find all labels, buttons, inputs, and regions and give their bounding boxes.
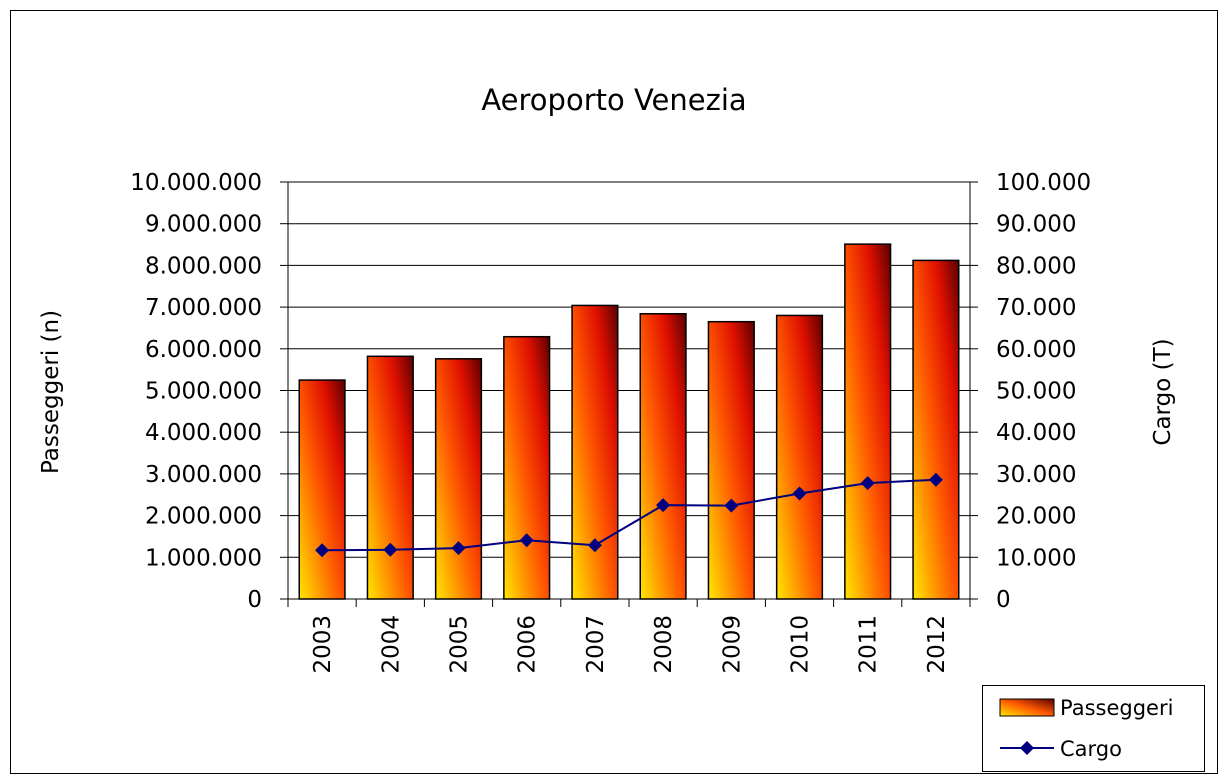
y-tick-label-left: 0 xyxy=(247,587,262,613)
bar-passeggeri xyxy=(775,314,824,600)
bar-passeggeri xyxy=(503,335,551,600)
y-tick-label-right: 90.000 xyxy=(996,212,1076,238)
y-tick-label-right: 0 xyxy=(996,587,1011,613)
y-tick-label-left: 2.000.000 xyxy=(145,504,262,530)
y-axis-title-left: Passeggeri (n) xyxy=(38,310,64,474)
bar-passeggeri xyxy=(639,313,687,600)
y-tick-label-right: 30.000 xyxy=(996,462,1076,488)
y-axis-title-right: Cargo (T) xyxy=(1150,338,1176,445)
x-tick-label: 2009 xyxy=(719,615,745,674)
marker-cargo xyxy=(860,476,875,491)
axes xyxy=(280,181,978,607)
x-tick-label: 2003 xyxy=(310,615,336,674)
bar-passeggeri xyxy=(912,259,960,600)
y-tick-label-right: 40.000 xyxy=(996,420,1076,446)
legend-label-passeggeri: Passeggeri xyxy=(1060,696,1173,720)
y-tick-label-right: 70.000 xyxy=(996,295,1076,321)
bar-passeggeri xyxy=(707,320,755,600)
y-tick-label-left: 9.000.000 xyxy=(145,212,262,238)
line-series-cargo xyxy=(315,472,943,558)
y-tick-label-right: 20.000 xyxy=(996,504,1076,530)
x-tick-label: 2011 xyxy=(856,615,882,674)
marker-cargo xyxy=(519,533,534,548)
marker-cargo xyxy=(587,538,602,553)
legend-swatch-passeggeri xyxy=(999,698,1055,717)
x-tick-label: 2006 xyxy=(515,615,541,674)
x-tick-label: 2008 xyxy=(651,615,677,674)
y-tick-label-left: 10.000.000 xyxy=(130,170,262,196)
y-tick-label-left: 4.000.000 xyxy=(145,420,262,446)
y-tick-label-left: 3.000.000 xyxy=(145,462,262,488)
line-cargo xyxy=(322,478,936,552)
y-tick-label-left: 1.000.000 xyxy=(145,545,262,571)
y-tick-label-left: 7.000.000 xyxy=(145,295,262,321)
y-tick-label-left: 5.000.000 xyxy=(145,379,262,405)
chart-title: Aeroporto Venezia xyxy=(481,83,746,117)
y-tick-label-left: 8.000.000 xyxy=(145,253,262,279)
y-tick-label-right: 100.000 xyxy=(996,170,1091,196)
marker-cargo xyxy=(656,498,671,513)
legend: Passeggeri Cargo xyxy=(982,685,1205,772)
y-tick-label-right: 10.000 xyxy=(996,545,1076,571)
bar-passeggeri xyxy=(434,358,483,600)
bar-passeggeri xyxy=(366,355,414,600)
bar-passeggeri xyxy=(571,304,619,600)
marker-cargo xyxy=(792,486,807,501)
marker-cargo xyxy=(928,472,943,487)
marker-cargo xyxy=(451,541,466,556)
legend-label-cargo: Cargo xyxy=(1060,737,1122,761)
y-tick-label-left: 6.000.000 xyxy=(145,337,262,363)
y-tick-label-right: 60.000 xyxy=(996,337,1076,363)
marker-cargo xyxy=(724,498,739,513)
bar-passeggeri xyxy=(298,379,346,600)
bar-passeggeri xyxy=(844,243,892,600)
x-tick-label: 2007 xyxy=(583,615,609,674)
y-tick-label-right: 80.000 xyxy=(996,253,1076,279)
marker-cargo xyxy=(315,543,330,558)
x-tick-label: 2012 xyxy=(924,615,950,674)
tick-labels: 0 0 1.000.000 10.000 2.000.000 20.000 3.000.00… xyxy=(130,170,1091,674)
x-tick-label: 2010 xyxy=(788,615,814,674)
legend-swatch-cargo-marker xyxy=(1020,741,1034,755)
y-tick-label-right: 50.000 xyxy=(996,379,1076,405)
marker-cargo xyxy=(383,542,398,557)
x-tick-label: 2005 xyxy=(447,615,473,674)
x-tick-label: 2004 xyxy=(378,615,404,674)
